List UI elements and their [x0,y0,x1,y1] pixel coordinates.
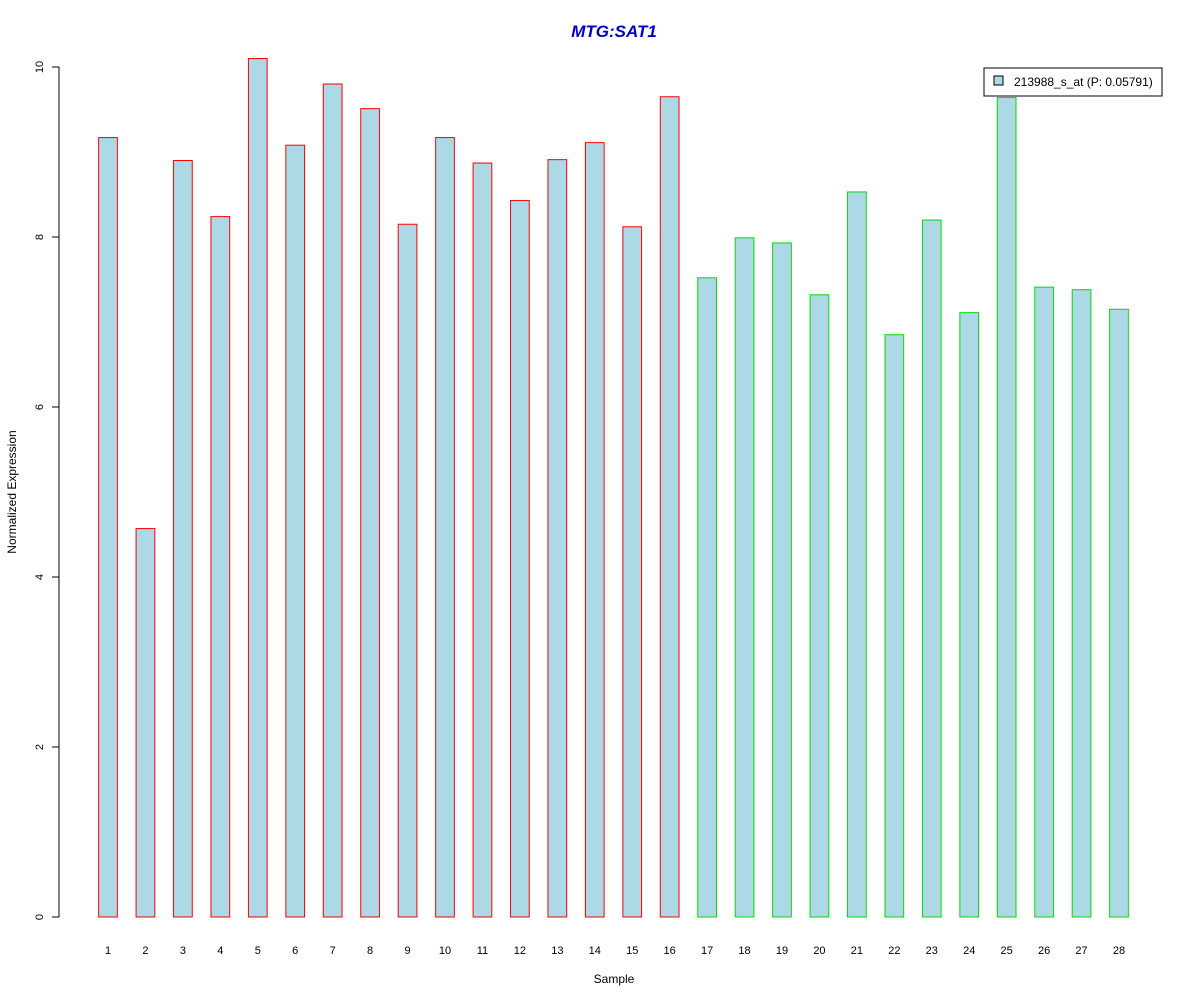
bar [884,334,905,918]
bar [1071,289,1092,918]
bar [285,144,306,918]
bar [1034,286,1054,918]
x-tick-label: 2 [142,945,148,957]
bar [247,58,268,918]
x-tick-label: 18 [738,945,750,957]
chart-title: MTG:SAT1 [571,22,657,41]
y-axis: 0 2 4 6 8 10 [34,61,60,920]
bar [772,242,792,918]
x-tick-label: 7 [330,945,336,957]
x-tick-label: 27 [1075,945,1087,957]
bar [921,219,942,918]
bar [547,159,568,918]
bar [135,528,156,918]
y-axis-label: Normalized Expression [5,430,19,553]
x-tick-label: 10 [439,945,451,957]
bar [98,137,118,918]
x-tick-label: 28 [1113,945,1125,957]
x-tick-label: 8 [367,945,373,957]
x-tick-label: 21 [851,945,863,957]
x-tick-label: 13 [551,945,563,957]
bar [510,199,530,918]
x-tick-label: 26 [1038,945,1050,957]
y-tick-label: 4 [34,574,46,580]
bar [397,223,418,918]
bar [322,83,343,918]
bar [173,160,193,918]
y-tick-label: 8 [34,234,46,240]
x-tick-label: 6 [292,945,298,957]
y-tick-label: 6 [34,404,46,410]
x-tick-label: 9 [404,945,410,957]
x-tick-label: 4 [217,945,223,957]
x-tick-label: 16 [664,945,676,957]
x-tick-label: 19 [776,945,788,957]
x-tick-label: 15 [626,945,638,957]
x-tick-label: 14 [589,945,601,957]
bar [847,191,867,918]
bar [659,96,680,918]
y-tick-label: 10 [34,61,46,73]
x-tick-label: 5 [255,945,261,957]
legend: 213988_s_at (P: 0.05791) [983,67,1163,97]
bar [809,294,830,918]
legend-box [983,67,1163,97]
bars [98,58,1129,918]
x-tick-label: 3 [180,945,186,957]
x-tick-label: 12 [514,945,526,957]
bar [734,237,755,918]
bar [996,97,1017,918]
x-tick-label: 25 [1001,945,1013,957]
bar [622,226,643,918]
x-axis-label: Sample [594,972,635,986]
bar [210,216,231,918]
legend-label: 213988_s_at (P: 0.05791) [1014,75,1153,89]
y-tick-label: 0 [34,914,46,920]
legend-swatch [993,75,1004,86]
bar [360,108,380,918]
bar [472,162,493,918]
bar [584,142,605,918]
y-tick-label: 2 [34,744,46,750]
bar [435,137,455,918]
x-tick-label: 17 [701,945,713,957]
bar [959,312,980,918]
x-tick-label: 11 [477,945,488,957]
x-tick-label: 24 [963,945,975,957]
x-tick-label: 20 [813,945,825,957]
bar [697,277,717,918]
x-tick-label: 1 [105,945,111,957]
x-tick-label: 23 [926,945,938,957]
x-tick-label: 22 [888,945,900,957]
bar [1109,308,1129,918]
x-axis-ticks: 1 2 3 4 5 6 7 8 9 10 11 12 13 14 15 16 17 18 19 20 21 22 23 24 2… [105,945,1125,957]
